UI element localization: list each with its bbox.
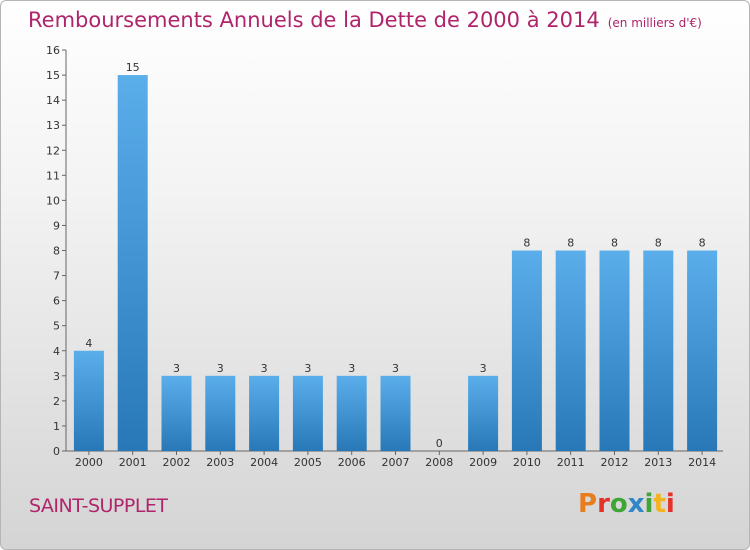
bar-value-label: 8	[567, 237, 574, 250]
x-tick-label: 2008	[425, 456, 453, 469]
y-tick-label: 0	[53, 445, 60, 458]
bars-group: 4 2000 15 2001 3 2002 3 2003 3 2004 3 2005 3 2006 3 200…	[73, 61, 718, 469]
y-tick-label: 2	[53, 395, 60, 408]
bar-value-label: 4	[85, 337, 92, 350]
bar-2012	[599, 250, 630, 451]
bar-value-label: 3	[304, 362, 311, 375]
x-tick-label: 2003	[206, 456, 234, 469]
y-tick-label: 9	[53, 219, 60, 232]
bar-2004	[249, 375, 280, 451]
x-tick-label: 2012	[601, 456, 629, 469]
bar-value-label: 3	[217, 362, 224, 375]
y-tick-label: 4	[53, 345, 60, 358]
x-tick-label: 2002	[163, 456, 191, 469]
bar-value-label: 3	[392, 362, 399, 375]
y-tick-label: 8	[53, 245, 60, 258]
y-tick-label: 6	[53, 295, 60, 308]
bar-2010	[511, 250, 542, 451]
bar-value-label: 15	[126, 61, 140, 74]
bar-value-label: 8	[611, 237, 618, 250]
bar-value-label: 8	[523, 237, 530, 250]
x-tick-label: 2007	[382, 456, 410, 469]
bar-value-label: 0	[436, 437, 443, 450]
y-tick-label: 1	[53, 420, 60, 433]
y-tick-label: 11	[46, 169, 60, 182]
x-tick-label: 2005	[294, 456, 322, 469]
bar-2013	[643, 250, 674, 451]
bar-value-label: 3	[173, 362, 180, 375]
logo-letter: o	[609, 489, 628, 519]
x-tick-label: 2004	[250, 456, 278, 469]
bar-2001	[117, 75, 148, 451]
bar-value-label: 3	[480, 362, 487, 375]
bar-2006	[336, 375, 367, 451]
logo-letter: i	[644, 489, 654, 519]
place-name: SAINT-SUPPLET	[29, 495, 168, 517]
logo-letter: x	[627, 489, 645, 519]
chart-title-text: Remboursements Annuels de la Dette de 20…	[28, 8, 600, 32]
x-tick-label: 2013	[644, 456, 672, 469]
bar-value-label: 3	[348, 362, 355, 375]
bar-2009	[468, 375, 499, 451]
y-tick-label: 5	[53, 320, 60, 333]
chart-title: Remboursements Annuels de la Dette de 20…	[28, 8, 702, 32]
y-tick-label: 12	[46, 144, 60, 157]
logo-letter: t	[653, 489, 666, 519]
y-tick-label: 7	[53, 270, 60, 283]
y-tick-label: 14	[46, 94, 60, 107]
y-tick-label: 13	[46, 119, 60, 132]
y-tick-label: 15	[46, 69, 60, 82]
bar-2003	[205, 375, 236, 451]
x-tick-label: 2006	[338, 456, 366, 469]
bar-2011	[555, 250, 586, 451]
bar-value-label: 8	[655, 237, 662, 250]
bar-value-label: 8	[699, 237, 706, 250]
x-tick-label: 2001	[119, 456, 147, 469]
bar-2002	[161, 375, 192, 451]
x-tick-label: 2014	[688, 456, 716, 469]
x-tick-label: 2000	[75, 456, 103, 469]
logo-letter: P	[578, 489, 598, 519]
y-tick-label: 10	[46, 194, 60, 207]
x-tick-label: 2011	[557, 456, 585, 469]
bar-2000	[73, 350, 104, 451]
proxiti-logo: Proxiti	[578, 489, 675, 519]
x-tick-label: 2010	[513, 456, 541, 469]
logo-letter: i	[665, 489, 675, 519]
logo-letter: r	[597, 489, 610, 519]
unit-note: (en milliers d'€)	[607, 16, 702, 30]
y-tick-label: 16	[46, 44, 60, 57]
x-tick-label: 2009	[469, 456, 497, 469]
bar-2005	[292, 375, 323, 451]
bar-2007	[380, 375, 411, 451]
y-tick-label: 3	[53, 370, 60, 383]
bar-value-label: 3	[261, 362, 268, 375]
bar-2014	[687, 250, 718, 451]
